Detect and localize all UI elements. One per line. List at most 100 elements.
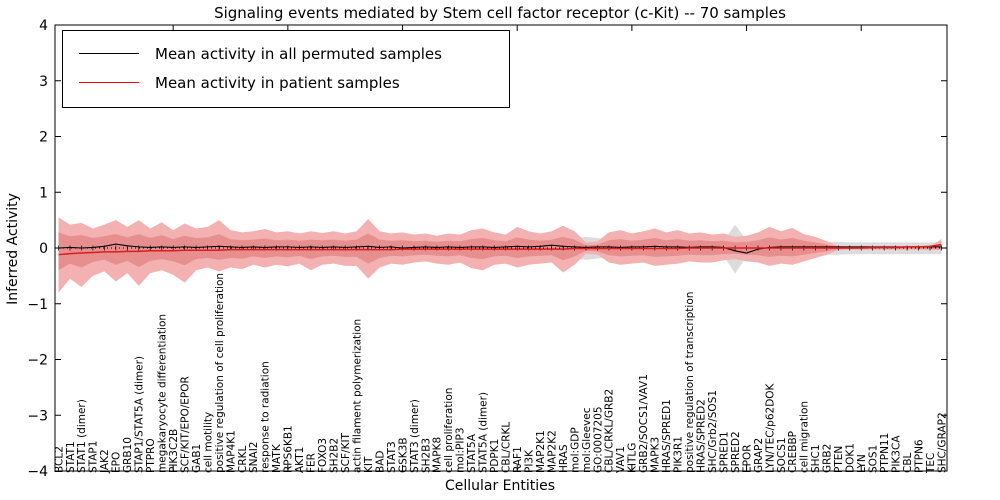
x-category-label: mol:Gleevec	[581, 407, 593, 473]
x-category-label: SNAI2	[248, 442, 260, 473]
x-category-label: STAT1	[65, 441, 77, 473]
x-category-label: CRKL	[237, 445, 249, 473]
x-category-label: KITLG	[627, 443, 639, 473]
y-tick-label: 1	[39, 185, 48, 201]
x-category-label: SH2B3	[420, 438, 432, 473]
x-category-label: GRB2	[822, 444, 834, 473]
x-category-label: STAT3	[386, 441, 398, 473]
x-category-label: SHC/Grb2/SOS1	[707, 390, 719, 473]
y-tick-label: 2	[39, 130, 48, 146]
x-category-label: SH2B2	[329, 438, 341, 473]
x-category-label: PI3K	[523, 449, 535, 473]
x-category-label: CBL/CRKL	[501, 422, 513, 473]
x-category-label: megakaryocyte differentiation	[157, 314, 169, 473]
y-tick-label: −1	[27, 297, 48, 313]
x-category-label: STAT1 (dimer)	[76, 399, 88, 473]
x-category-label: JAK2	[99, 449, 111, 474]
x-category-label: STAT3 (dimer)	[409, 399, 421, 473]
x-category-label: MAPK8	[432, 437, 444, 473]
y-tick-label: −3	[27, 408, 48, 424]
x-category-label: STAP1	[88, 441, 100, 473]
legend-box: Mean activity in all permuted samples Me…	[62, 30, 510, 108]
x-category-label: GRB10	[122, 437, 134, 473]
legend-entry-patient: Mean activity in patient samples	[63, 68, 509, 97]
x-category-label: actin filament polymerization	[351, 319, 363, 473]
x-category-label: CBL	[902, 452, 914, 473]
legend-label-permuted: Mean activity in all permuted samples	[155, 44, 442, 63]
x-category-label: GO:0007205	[592, 406, 604, 473]
x-category-label: MAP2K1	[535, 430, 547, 473]
x-category-label: KIT	[363, 456, 375, 473]
x-category-label: GAB1	[191, 444, 203, 473]
legend-entry-permuted: Mean activity in all permuted samples	[63, 39, 509, 68]
x-category-label: GRAP2	[753, 438, 765, 473]
x-category-label: MAP2K2	[546, 430, 558, 473]
x-category-label: GSK3B	[397, 437, 409, 473]
x-category-label: SCF/KIT/EPO/EPOR	[179, 376, 191, 473]
x-category-label: LYN	[856, 454, 868, 473]
x-category-label: positive regulation of transcription	[684, 292, 696, 473]
x-category-label: HRAS/SPRED2	[695, 399, 707, 473]
x-category-label: TEC	[925, 453, 937, 474]
x-category-label: SPRED2	[730, 431, 742, 473]
legend-line-black	[79, 53, 139, 54]
x-category-label: SPRED1	[718, 431, 730, 473]
x-category-label: PTPN11	[879, 433, 891, 473]
x-category-label: GRB2/SOCS1/VAV1	[638, 374, 650, 473]
red-inner-band	[58, 232, 942, 271]
x-category-label: RPS6KB1	[283, 425, 295, 473]
x-category-label: MATK	[271, 443, 283, 473]
x-category-label: FER	[306, 453, 318, 473]
x-category-label: SOS1	[867, 445, 879, 473]
legend-line-red	[79, 82, 139, 83]
y-tick-label: 3	[39, 74, 48, 90]
x-category-label: cell migration	[799, 401, 811, 473]
x-category-label: cell motility	[202, 412, 214, 473]
x-category-label: PTPRO	[145, 438, 157, 473]
legend-label-patient: Mean activity in patient samples	[155, 73, 400, 92]
x-category-label: cell proliferation	[443, 388, 455, 473]
x-category-label: EPOR	[741, 444, 753, 473]
x-category-label: PDPK1	[489, 439, 501, 473]
x-category-label: mol:GDP	[569, 427, 581, 473]
x-category-label: CBL/CRKL/GRB2	[604, 389, 616, 473]
x-category-label: AKT1	[294, 447, 306, 473]
y-tick-label: 0	[39, 241, 48, 257]
x-category-label: SHC1	[810, 444, 822, 473]
x-axis-label: Cellular Entities	[444, 478, 556, 494]
x-category-label: HRAS/SPRED1	[661, 399, 673, 473]
x-category-label: PTPN6	[913, 439, 925, 473]
x-category-label: CREBBP	[787, 431, 799, 473]
y-tick-label: −4	[27, 464, 48, 480]
x-category-label: VAV1	[615, 446, 627, 473]
x-category-label: PIK3CA	[890, 435, 902, 473]
x-category-label: BCL2	[53, 446, 65, 473]
x-category-label: MAP4K1	[225, 430, 237, 473]
x-category-label: STAT5A	[466, 433, 478, 473]
x-category-label: positive regulation of cell proliferatio…	[214, 273, 226, 473]
y-tick-label: 4	[39, 18, 48, 34]
x-category-label: SCF/KIT	[340, 432, 352, 473]
x-category-label: SHC/GRAP2	[936, 412, 948, 473]
x-category-label: BAD	[374, 451, 386, 473]
x-category-label: RAF1	[512, 446, 524, 473]
x-category-label: PIK3R1	[673, 436, 685, 473]
x-category-label: STAP1/STAT5A (dimer)	[134, 356, 146, 473]
x-category-label: PIK3C2B	[168, 429, 180, 473]
x-category-label: HRAS	[558, 444, 570, 473]
x-category-label: DOK1	[845, 443, 857, 473]
patient-mean-line	[58, 243, 942, 256]
chart-title: Signaling events mediated by Stem cell f…	[214, 4, 786, 22]
x-category-label: FOXO3	[317, 438, 329, 473]
x-category-label: mol:PIP3	[455, 427, 467, 473]
x-category-label: LYN/TEC/p62DOK	[764, 382, 776, 473]
x-category-label: EPO	[111, 452, 123, 473]
x-category-label: PTEN	[833, 446, 845, 473]
permuted-mean-line	[58, 243, 942, 254]
x-category-label: STAT5A (dimer)	[478, 392, 490, 473]
x-category-label: SOCS1	[776, 437, 788, 473]
y-tick-label: −2	[27, 353, 48, 369]
x-category-label: response to radiation	[260, 361, 272, 473]
